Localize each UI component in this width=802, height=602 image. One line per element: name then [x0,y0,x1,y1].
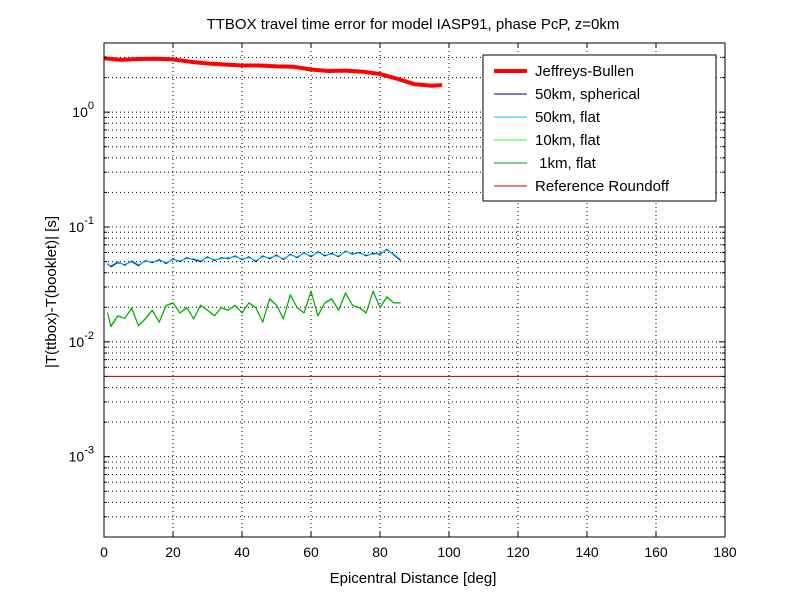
legend-box [482,54,717,202]
legend: Jeffreys-Bullen 50km, spherical 50km, flat… [482,54,717,202]
legend-label: Jeffreys-Bullen [535,63,634,80]
series-layer [103,56,725,377]
x-tick-label: 180 [713,544,737,560]
x-tick-label: 160 [644,544,668,560]
y-tick-label: 10-3 [69,445,94,465]
y-axis-label: |T(ttbox)-T(booklet)| [s] [43,216,60,368]
x-axis-label: Epicentral Distance [deg] [330,570,497,587]
chart-title: TTBOX travel time error for model IASP91… [207,16,620,33]
y-tick-label: 100 [72,100,94,120]
legend-label: 50km, spherical [535,86,640,103]
legend-label: 50km, flat [535,109,601,126]
legend-label: Reference Roundoff [535,178,670,195]
series-line [103,56,443,88]
series-line [107,248,402,268]
series-line [107,290,401,326]
series-line [107,290,401,328]
ticks: 0 20 40 60 80 100 120 140 160 180 10-3 10-2 10-1 100 [69,42,737,560]
x-tick-label: 120 [506,544,530,560]
x-tick-label: 60 [303,544,319,560]
x-tick-label: 20 [165,544,181,560]
x-tick-label: 100 [437,544,461,560]
x-tick-label: 140 [575,544,599,560]
plot-frame [103,42,726,538]
legend-label: 1km, flat [535,155,597,172]
x-tick-label: 0 [100,544,108,560]
x-tick-label: 80 [372,544,388,560]
y-tick-label: 10-1 [69,215,94,235]
y-tick-label: 10-2 [69,330,94,350]
series-line [107,249,402,267]
legend-label: 10km, flat [535,132,601,149]
x-tick-label: 40 [234,544,250,560]
